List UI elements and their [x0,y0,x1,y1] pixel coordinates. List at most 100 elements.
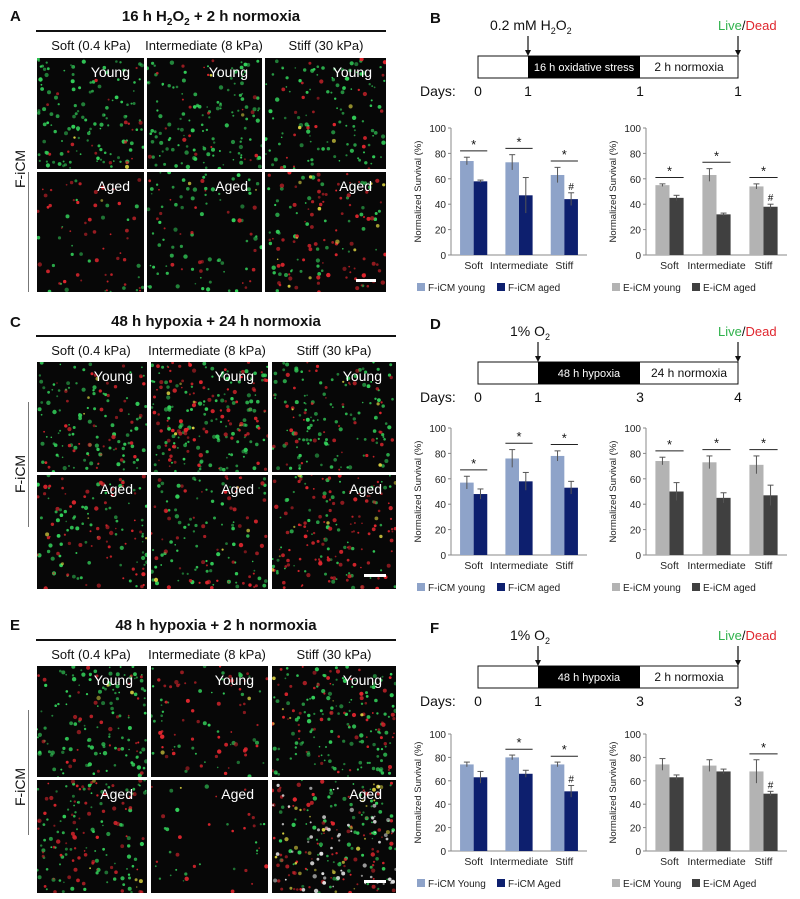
tile-label: Aged [97,178,130,194]
micrograph-e-aged-stiff: Aged [272,780,396,893]
stress-label: 16 h oxidative stress [534,62,635,74]
tile-label: Aged [100,481,133,497]
micrograph-e-young-intermediate: Young [151,666,268,777]
tile-label: Young [208,64,248,80]
y-tick-label: 80 [435,753,447,764]
row-label-c: F-iCM [12,454,28,493]
bar [702,462,717,555]
row-label-a: F-iCM [12,149,28,188]
y-tick-label: 80 [435,149,447,160]
tile-label: Aged [349,786,382,802]
timeline-d: 48 h hypoxia 24 h normoxia 1% O2 Live/Dead D… [420,323,777,405]
y-axis-label: Normalized Survival (%) [608,141,619,243]
y-tick-label: 40 [630,500,642,511]
bar [519,195,533,255]
y-tick-label: 80 [630,149,642,160]
tile-label: Aged [221,786,254,802]
row-divider-e [28,710,29,835]
bar [505,757,519,851]
bar [763,793,778,851]
stiffness-intermediate-e: Intermediate (8 kPa) [148,647,266,662]
bar [564,199,578,255]
y-tick-label: 100 [429,730,446,741]
stress-label: 48 h hypoxia [558,368,621,380]
y-axis-label: Normalized Survival (%) [413,742,424,844]
y-tick-label: 20 [630,226,642,237]
bar [716,214,731,255]
micrograph-e-young-soft: Young [37,666,147,777]
legend-label: E-iCM young [623,583,681,594]
x-tick-label: Intermediate [687,560,746,572]
tile-label: Young [93,368,133,384]
bar [763,495,778,555]
cell-texture [37,58,144,169]
significance-star: * [516,735,521,750]
bar [749,464,764,555]
tile-label: Aged [215,178,248,194]
stiffness-soft-e: Soft (0.4 kPa) [51,647,131,662]
bar [669,197,684,255]
stiffness-stiff-a: Stiff (30 kPa) [288,38,364,53]
cell-texture [37,362,147,472]
days-label: Days: [420,83,456,99]
significance-star: * [667,437,672,452]
y-tick-label: 80 [435,449,447,460]
legend-swatch [612,583,620,591]
tile-label: Young [93,672,133,688]
y-tick-label: 20 [435,526,447,537]
cell-texture [265,58,386,169]
legend-swatch [612,879,620,887]
arrow-head [535,660,541,666]
cell-texture [151,784,268,893]
bar [655,185,670,255]
y-tick-label: 0 [440,551,446,562]
x-tick-label: Soft [660,260,679,272]
bar [669,491,684,555]
legend-label: F-iCM Aged [508,879,561,890]
x-tick-label: Soft [464,560,483,572]
y-tick-label: 60 [435,475,447,486]
micrograph-c-aged-stiff: Aged [272,475,396,589]
tile-label: Young [90,64,130,80]
recovery-label: 2 h normoxia [654,60,724,74]
stiffness-stiff-e: Stiff (30 kPa) [296,647,372,662]
legend-label: E-iCM aged [703,583,756,594]
y-tick-label: 0 [635,551,641,562]
y-tick-label: 40 [435,500,447,511]
y-tick-label: 100 [624,124,641,135]
bar [564,791,578,851]
micrograph-a-young-soft: Young [37,58,144,169]
title-rule-c [36,335,396,337]
cell-texture [37,178,144,292]
legend-swatch [417,283,425,291]
hash-marker: # [568,182,574,193]
bar [655,461,670,555]
bar [749,186,764,255]
y-tick-label: 40 [630,800,642,811]
significance-star: * [761,164,766,179]
title-rule-a [36,30,386,32]
bar [550,174,565,255]
y-tick-label: 60 [435,175,447,186]
hash-marker: # [568,774,574,785]
x-tick-label: Soft [660,560,679,572]
x-tick-label: Stiff [555,260,573,272]
days-label: Days: [420,389,456,405]
hash-marker: # [768,780,774,791]
bar [519,773,533,851]
cell-texture [147,59,262,169]
stiffness-intermediate-c: Intermediate (8 kPa) [148,343,266,358]
cell-texture [37,475,147,589]
legend-label: E-iCM aged [703,283,756,294]
stimulus-label: 0.2 mM H2O2 [490,17,572,36]
cell-texture [272,780,396,893]
stimulus-label: 1% O2 [510,323,550,342]
chart-b-f-icm: 0 20 40 60 80 100 Normalized Survival (%) Soft I… [413,124,587,294]
row-label-e: F-iCM [12,767,28,806]
x-tick-label: Soft [464,260,483,272]
bar [669,777,684,851]
tile-label: Aged [100,786,133,802]
x-tick-label: Stiff [755,260,773,272]
recovery-label: 24 h normoxia [651,366,727,380]
y-tick-label: 0 [440,251,446,262]
